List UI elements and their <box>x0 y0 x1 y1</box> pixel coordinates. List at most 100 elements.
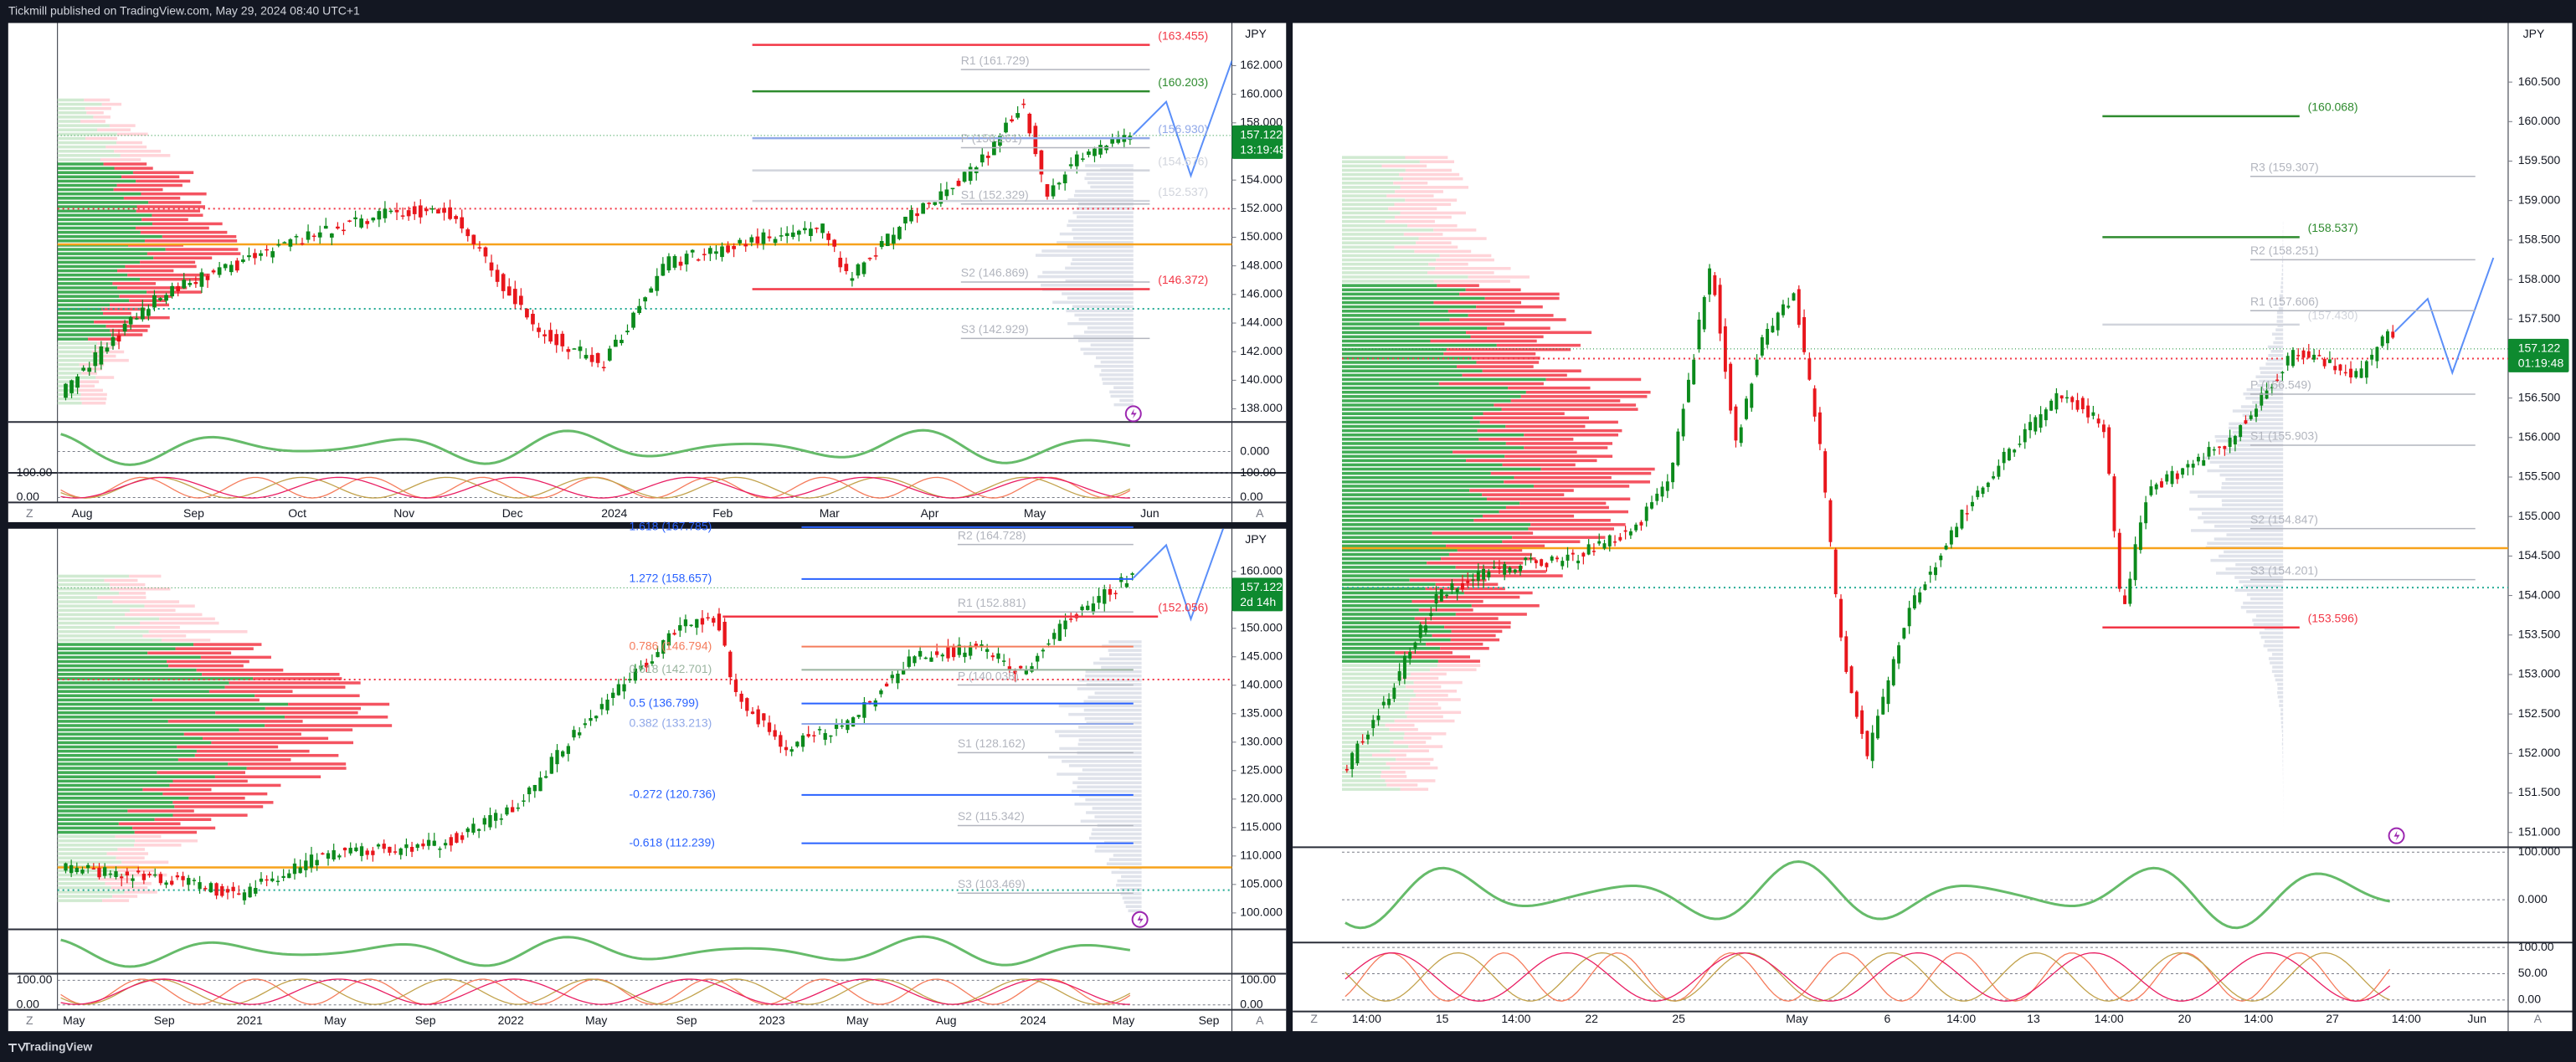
volume-bar-down <box>1466 331 1592 335</box>
volume-bar-down <box>1502 540 1581 544</box>
osc-tick-label: 0.000 <box>1240 444 1269 457</box>
auto-button[interactable]: A <box>1256 1013 1264 1027</box>
volume-bar-down <box>1466 459 1597 463</box>
candle-body <box>1860 710 1864 734</box>
volume-cloud <box>2279 298 2284 302</box>
candle-body <box>1068 164 1073 167</box>
volume-bar-down <box>142 788 212 792</box>
volume-bar-up <box>57 839 136 843</box>
volume-bar-up <box>1341 625 1445 629</box>
volume-cloud <box>1042 270 1134 274</box>
volume-bar-down <box>1400 211 1466 215</box>
volume-cloud <box>1123 900 1142 904</box>
auto-button[interactable]: A <box>1256 506 1264 520</box>
footer-brand[interactable]: TradingView <box>23 1040 92 1054</box>
volume-bar-down <box>1430 668 1477 672</box>
volume-bar-up <box>1341 562 1427 565</box>
volume-cloud <box>1083 351 1134 356</box>
candle-body <box>488 814 492 828</box>
volume-bar-down <box>135 226 209 230</box>
volume-bar-down <box>1512 536 1606 539</box>
volume-bar-down <box>119 592 147 595</box>
time-label: 13 <box>2027 1012 2040 1025</box>
volume-bar-up <box>1341 634 1432 638</box>
volume-bar-down <box>1400 186 1469 189</box>
candle-body <box>589 718 593 721</box>
volume-cloud <box>2278 306 2284 310</box>
zoom-button[interactable]: Z <box>26 1013 33 1027</box>
price-tick-label: 140.000 <box>1240 372 1283 386</box>
volume-bar-down <box>1435 582 1499 587</box>
candle-body <box>465 229 470 237</box>
time-label: Feb <box>712 506 733 520</box>
candle-body <box>856 715 861 717</box>
candle-body <box>1566 554 1570 561</box>
volume-cloud <box>2280 302 2284 306</box>
currency-label: JPY <box>1245 27 1267 40</box>
volume-bar-down <box>1455 566 1523 569</box>
currency-label: JPY <box>2523 27 2545 40</box>
candle-body <box>2291 350 2295 367</box>
auto-button[interactable]: A <box>2534 1012 2543 1025</box>
osc2-line <box>1345 952 2391 1002</box>
volume-cloud <box>2281 273 2284 276</box>
volume-bar-up <box>1341 181 1394 185</box>
volume-cloud <box>1084 717 1142 721</box>
volume-bar-up <box>57 307 102 311</box>
volume-cloud <box>2232 430 2284 434</box>
candle-body <box>890 675 894 679</box>
candle-body <box>761 232 766 244</box>
volume-bar-up <box>1341 727 1390 731</box>
volume-bar-up <box>57 630 149 634</box>
price-tick-label: 142.000 <box>1240 344 1283 357</box>
volume-cloud <box>1096 845 1142 849</box>
candle-body <box>217 267 222 275</box>
candle-body <box>2181 468 2185 475</box>
volume-bar-up <box>57 162 104 166</box>
volume-bar-up <box>1341 655 1411 659</box>
volume-bar-down <box>200 655 271 659</box>
candle-body <box>2370 354 2374 360</box>
zoom-button[interactable]: Z <box>26 506 33 520</box>
candle-body <box>1080 606 1084 611</box>
volume-bar-down <box>1381 775 1407 778</box>
volume-bar-down <box>93 115 111 119</box>
volume-bar-down <box>109 124 136 127</box>
volume-bar-down <box>102 899 130 902</box>
volume-cloud <box>2219 464 2284 469</box>
candle-body <box>442 208 446 213</box>
candle-body <box>259 253 263 256</box>
volume-bar-up <box>57 792 163 796</box>
time-label: Oct <box>288 506 306 520</box>
time-label: May <box>846 1013 868 1027</box>
volume-bar-up <box>1341 531 1432 535</box>
volume-cloud <box>2250 597 2284 601</box>
volume-bar-up <box>1341 698 1411 701</box>
candle-body <box>1692 359 1696 385</box>
candle-body <box>516 807 520 809</box>
volume-bar-down <box>196 668 284 672</box>
volume-bar-up <box>1341 365 1458 368</box>
volume-cloud <box>1072 789 1142 793</box>
candle-body <box>806 734 810 737</box>
candle-body <box>750 711 755 715</box>
candle-body <box>134 318 139 320</box>
candle-body <box>460 217 465 229</box>
volume-bar-up <box>57 256 154 259</box>
candle-body <box>779 235 784 237</box>
volume-bar-up <box>1341 745 1409 748</box>
volume-bar-down <box>1418 237 1487 240</box>
candle-body <box>968 645 973 656</box>
volume-bar-down <box>1465 288 1521 292</box>
volume-cloud <box>1083 700 1142 704</box>
candle-body <box>424 208 429 212</box>
candle-body <box>637 305 641 314</box>
volume-bar-up <box>1341 664 1438 667</box>
zoom-button[interactable]: Z <box>1310 1012 1318 1025</box>
volume-cloud <box>1109 390 1134 394</box>
candle-body <box>231 886 235 891</box>
candle-body <box>1051 185 1056 197</box>
candle-body <box>1130 573 1134 575</box>
candle-body <box>1655 493 1659 501</box>
candle-body <box>605 699 609 711</box>
